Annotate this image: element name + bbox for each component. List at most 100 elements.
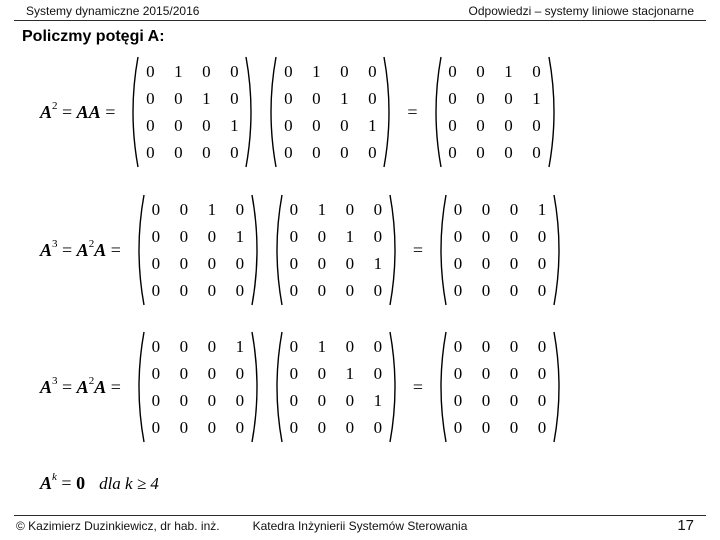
equation-row: A3 = A2A = 0010000100000000 010000100001… xyxy=(40,194,700,306)
matrix-cell: 0 xyxy=(152,228,161,245)
matrix-cell: 0 xyxy=(180,228,189,245)
matrix-cell: 0 xyxy=(448,63,457,80)
paren-right-icon xyxy=(553,331,565,443)
matrix-cell: 0 xyxy=(454,365,463,382)
matrix-cell: 0 xyxy=(180,255,189,272)
matrix-cell: 0 xyxy=(538,228,547,245)
matrix-cell: 1 xyxy=(202,90,211,107)
matrix-cell: 0 xyxy=(368,63,377,80)
matrix-cell: 0 xyxy=(448,144,457,161)
matrix-cell: 0 xyxy=(202,63,211,80)
matrix-cells: 0100001000010000 xyxy=(277,56,383,168)
paren-right-icon xyxy=(548,56,560,168)
matrix-cell: 0 xyxy=(454,338,463,355)
matrix-cell: 0 xyxy=(532,117,541,134)
matrix-cell: 0 xyxy=(510,338,519,355)
footer-rule xyxy=(14,515,706,516)
matrix-cell: 0 xyxy=(476,144,485,161)
matrix-cell: 0 xyxy=(180,365,189,382)
matrix-cell: 0 xyxy=(510,201,519,218)
matrix-cell: 0 xyxy=(482,201,491,218)
matrix-A: 0100001000010000 xyxy=(127,56,257,168)
matrix-cell: 0 xyxy=(284,90,293,107)
matrix-cell: 1 xyxy=(230,117,239,134)
matrix-cell: 1 xyxy=(374,392,383,409)
matrix-cell: 0 xyxy=(236,201,245,218)
matrix-cell: 0 xyxy=(290,201,299,218)
matrix-A3: 0001000000000000 xyxy=(133,331,263,443)
matrix-cell: 0 xyxy=(152,201,161,218)
matrix-cell: 0 xyxy=(180,201,189,218)
matrix-cell: 1 xyxy=(532,90,541,107)
matrix-cell: 1 xyxy=(318,201,327,218)
matrix-cell: 0 xyxy=(532,144,541,161)
matrix-cell: 0 xyxy=(346,392,355,409)
matrix-cell: 0 xyxy=(476,63,485,80)
matrix-cell: 1 xyxy=(504,63,513,80)
matrix-cell: 0 xyxy=(510,365,519,382)
matrix-cell: 0 xyxy=(146,117,155,134)
matrix-cell: 1 xyxy=(346,365,355,382)
paren-left-icon xyxy=(435,194,447,306)
matrix-cell: 0 xyxy=(346,419,355,436)
matrix-cell: 0 xyxy=(368,90,377,107)
matrix-cell: 0 xyxy=(236,282,245,299)
header-rule xyxy=(14,20,706,21)
matrix-A: 0100001000010000 xyxy=(271,194,401,306)
final-equation: Ak = 0dla k ≥ 4 xyxy=(40,473,700,494)
final-condition: dla k ≥ 4 xyxy=(99,474,159,494)
matrix-cell: 0 xyxy=(290,338,299,355)
matrix-cell: 0 xyxy=(454,228,463,245)
matrix-cell: 0 xyxy=(374,201,383,218)
matrix-cell: 0 xyxy=(318,392,327,409)
matrix-cell: 0 xyxy=(482,365,491,382)
matrix-cell: 1 xyxy=(346,228,355,245)
matrix-cell: 0 xyxy=(236,419,245,436)
paren-left-icon xyxy=(271,331,283,443)
matrix-cells: 0000000000000000 xyxy=(447,331,553,443)
lhs-text: A3 = A2A = xyxy=(40,241,121,259)
paren-right-icon xyxy=(251,194,263,306)
matrix-cell: 0 xyxy=(346,282,355,299)
paren-left-icon xyxy=(271,194,283,306)
matrix-cell: 0 xyxy=(284,63,293,80)
matrix-cell: 0 xyxy=(146,63,155,80)
matrix-cell: 0 xyxy=(482,228,491,245)
matrix-cell: 0 xyxy=(510,392,519,409)
matrix-cell: 0 xyxy=(208,282,217,299)
matrix-cell: 0 xyxy=(318,419,327,436)
matrix-cell: 0 xyxy=(504,117,513,134)
matrix-cell: 0 xyxy=(230,90,239,107)
paren-left-icon xyxy=(435,331,447,443)
matrix-cell: 0 xyxy=(208,228,217,245)
matrix-cell: 0 xyxy=(146,90,155,107)
matrix-cell: 0 xyxy=(290,282,299,299)
matrix-cell: 0 xyxy=(202,117,211,134)
matrix-cell: 0 xyxy=(180,419,189,436)
matrix-cell: 0 xyxy=(538,365,547,382)
matrix-cell: 0 xyxy=(454,392,463,409)
matrix-cell: 0 xyxy=(180,392,189,409)
matrix-cell: 0 xyxy=(374,338,383,355)
matrix-cell: 0 xyxy=(454,255,463,272)
matrix-A2: 0010000100000000 xyxy=(133,194,263,306)
matrix-cell: 0 xyxy=(312,144,321,161)
equation-lhs: A3 = A2A = xyxy=(40,378,121,396)
matrix-cell: 0 xyxy=(230,144,239,161)
matrix-cell: 0 xyxy=(312,117,321,134)
footer-author: © Kazimierz Duzinkiewicz, dr hab. inż. xyxy=(16,519,220,533)
matrix-cell: 0 xyxy=(290,228,299,245)
matrix-cell: 0 xyxy=(152,255,161,272)
matrix-cell: 0 xyxy=(454,201,463,218)
section-heading: Policzmy potęgi A: xyxy=(22,28,165,46)
matrix-cell: 1 xyxy=(368,117,377,134)
matrix-cell: 1 xyxy=(318,338,327,355)
matrix-cells: 0001000000000000 xyxy=(447,194,553,306)
header-left: Systemy dynamiczne 2015/2016 xyxy=(26,4,199,18)
matrix-cell: 0 xyxy=(454,282,463,299)
matrix-cell: 0 xyxy=(340,63,349,80)
matrix-cell: 0 xyxy=(538,282,547,299)
matrix-cell: 0 xyxy=(504,90,513,107)
equation-lhs: A3 = A2A = xyxy=(40,241,121,259)
matrix-A3: 0001000000000000 xyxy=(435,194,565,306)
